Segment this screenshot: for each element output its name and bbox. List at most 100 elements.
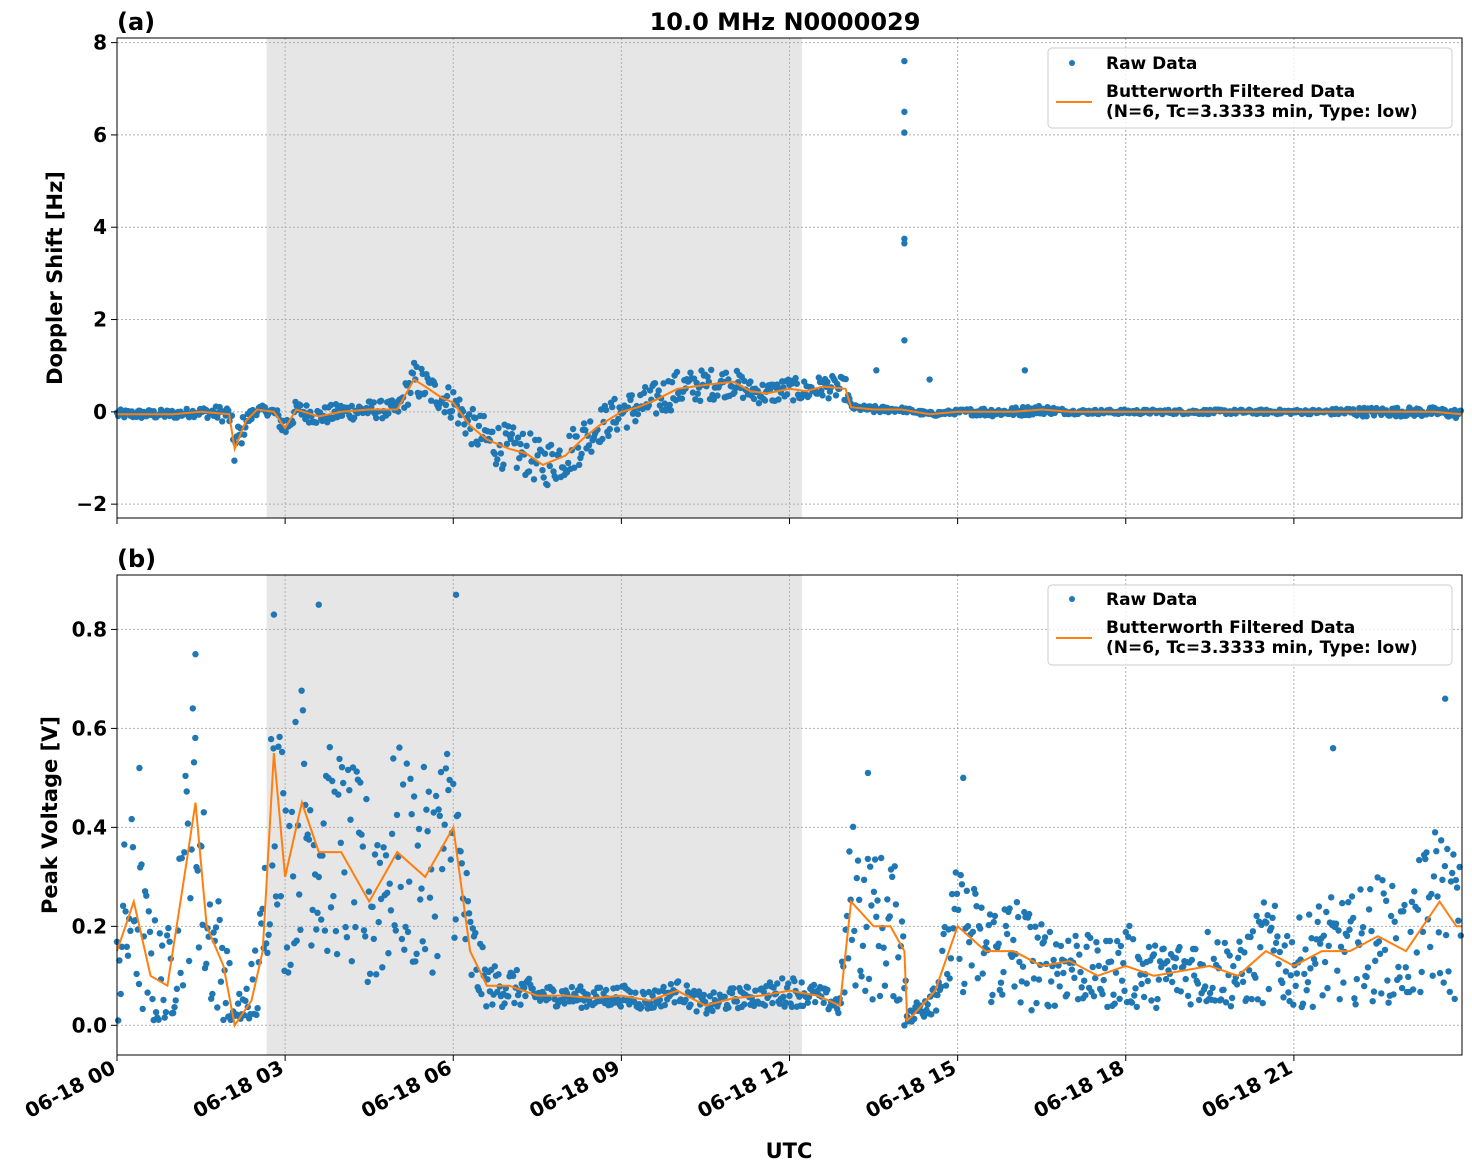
raw-data-point [209, 990, 216, 998]
raw-data-point [495, 971, 502, 978]
raw-data-point [933, 1007, 940, 1014]
y-tick-label: 0.8 [72, 617, 107, 641]
raw-data-point [780, 993, 787, 1000]
raw-data-point [150, 408, 157, 415]
raw-data-point [1010, 936, 1017, 944]
raw-data-point [491, 450, 498, 457]
raw-data-point [1252, 974, 1259, 981]
raw-data-point [599, 435, 606, 443]
raw-data-point [1074, 996, 1082, 1003]
raw-data-point [1204, 928, 1211, 936]
raw-data-point [985, 921, 992, 929]
raw-data-point [500, 461, 507, 468]
raw-data-point [660, 380, 667, 387]
raw-data-point [1455, 917, 1462, 924]
raw-data-point [895, 954, 902, 961]
raw-data-outlier [873, 367, 880, 374]
raw-data-point [376, 859, 384, 866]
raw-data-point [360, 927, 368, 934]
raw-data-point [219, 944, 226, 952]
raw-data-point [805, 392, 813, 399]
raw-data-point [505, 423, 512, 430]
raw-data-point [299, 707, 307, 714]
raw-data-point [1439, 876, 1446, 883]
raw-data-point [135, 980, 143, 988]
raw-data-outlier [1021, 367, 1029, 374]
raw-data-point [793, 380, 800, 387]
raw-data-point [978, 904, 985, 911]
raw-data-point [752, 987, 759, 994]
raw-data-point [469, 925, 476, 932]
raw-data-point [617, 1003, 624, 1010]
raw-data-point [413, 363, 420, 370]
raw-data-point [775, 396, 782, 403]
raw-data-point [410, 793, 418, 800]
raw-data-point [1112, 969, 1120, 976]
raw-data-point [340, 779, 347, 787]
panel-b-filtered-line [116, 753, 1462, 1028]
raw-data-point [1457, 932, 1465, 939]
raw-data-point [1028, 1007, 1035, 1014]
raw-data-point [337, 839, 344, 846]
raw-data-point [728, 990, 736, 997]
raw-data-point [786, 992, 793, 999]
raw-data-point [166, 938, 173, 945]
raw-data-point [1304, 979, 1312, 986]
raw-data-point [1296, 914, 1303, 921]
raw-data-point [321, 927, 329, 934]
raw-data-point [766, 386, 774, 393]
raw-data-point [886, 913, 893, 920]
raw-data-point [266, 921, 273, 928]
raw-data-point [1220, 986, 1227, 993]
raw-data-point [347, 816, 354, 823]
raw-data-point [997, 979, 1005, 986]
raw-data-point [454, 811, 462, 818]
raw-data-point [640, 991, 648, 998]
raw-data-point [536, 997, 544, 1004]
panel-a-x-ticks [116, 518, 1295, 524]
raw-data-point [1030, 975, 1038, 982]
raw-data-point [428, 397, 435, 404]
legend-raw-label: Raw Data [1106, 54, 1197, 74]
raw-data-point [434, 952, 441, 960]
raw-data-point [263, 940, 270, 947]
raw-data-outlier [192, 650, 199, 658]
raw-data-point [1335, 927, 1342, 934]
raw-data-point [1041, 934, 1049, 941]
raw-data-point [544, 481, 551, 489]
raw-data-outlier [901, 57, 908, 65]
raw-data-point [859, 942, 867, 949]
raw-data-point [1180, 963, 1187, 970]
raw-data-point [1101, 965, 1109, 972]
raw-data-point [580, 420, 588, 427]
raw-data-point [397, 883, 404, 891]
raw-data-point [1202, 983, 1209, 990]
raw-data-point [529, 985, 536, 992]
raw-data-point [1431, 829, 1439, 836]
raw-data-point [1226, 952, 1233, 959]
raw-data-point [436, 812, 443, 819]
raw-data-point [442, 765, 450, 772]
raw-data-point [761, 1002, 769, 1009]
raw-data-point [989, 991, 996, 999]
raw-data-point [385, 410, 392, 417]
raw-data-point [1019, 404, 1027, 411]
raw-data-point [1150, 951, 1158, 958]
raw-data-point [501, 1000, 508, 1007]
raw-data-point [1194, 980, 1202, 987]
raw-data-point [413, 950, 420, 957]
raw-data-point [1363, 413, 1370, 420]
raw-data-point [274, 407, 281, 414]
raw-data-point [1450, 851, 1457, 858]
raw-data-point [952, 869, 959, 876]
raw-data-point [303, 402, 310, 409]
raw-data-point [181, 849, 188, 856]
raw-data-point [1367, 886, 1374, 893]
raw-data-point [704, 373, 711, 380]
raw-data-point [305, 836, 313, 843]
raw-data-point [468, 971, 475, 978]
raw-data-point [632, 418, 639, 425]
raw-data-point [568, 983, 576, 991]
raw-data-point [1034, 934, 1041, 941]
legend-filtered-params: (N=6, Tc=3.3333 min, Type: low) [1106, 638, 1418, 658]
